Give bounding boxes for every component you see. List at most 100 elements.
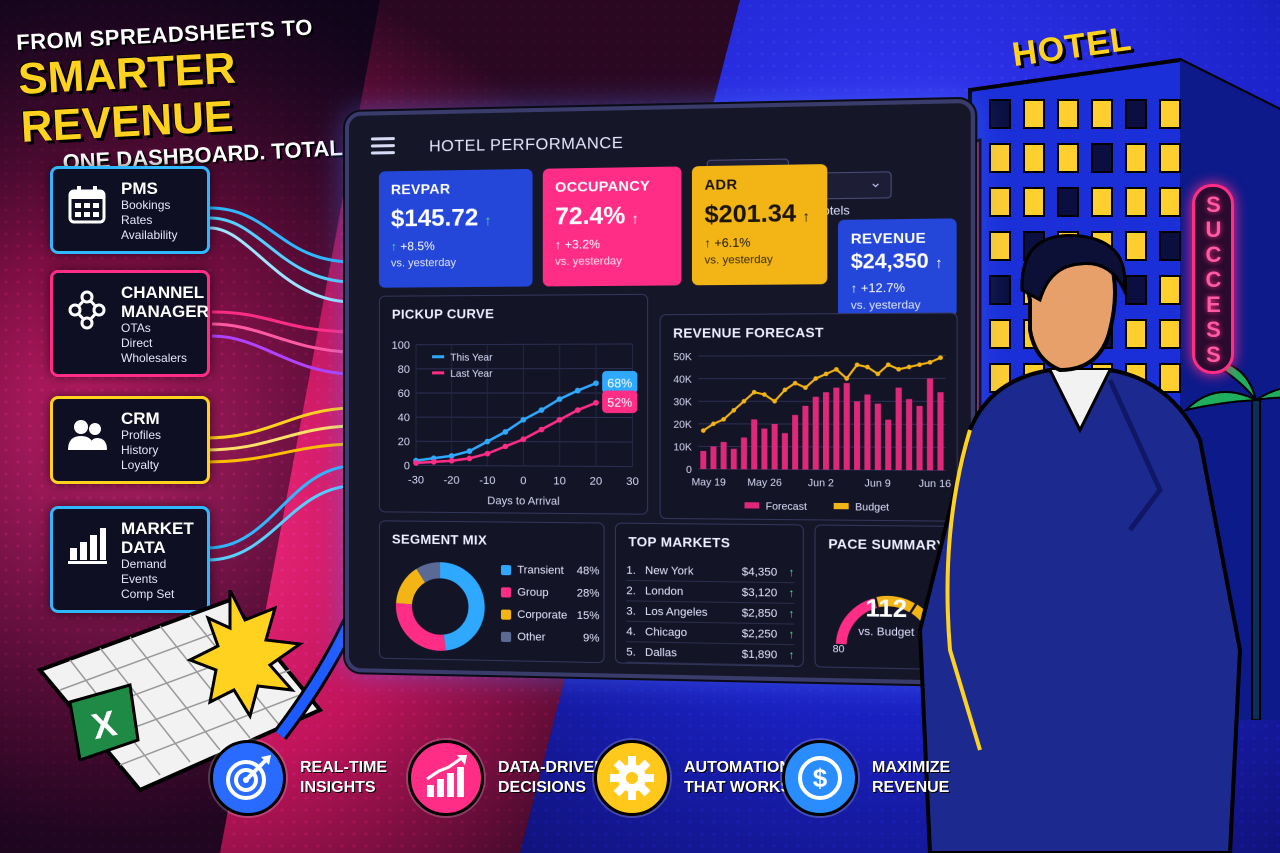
forecast-bar — [875, 404, 881, 470]
market-row[interactable]: 3. Los Angeles $2,850 ↑ — [626, 601, 794, 624]
y-tick-label: 0 — [404, 460, 410, 472]
source-card-pms: PMS Bookings Rates Availability — [50, 166, 210, 254]
end-label: 52% — [607, 396, 632, 410]
source-title: CRM — [121, 409, 199, 428]
arrow-up-icon: ↑ — [803, 208, 810, 225]
kpi-label: ADR — [705, 175, 815, 193]
hamburger-menu-icon[interactable] — [371, 137, 395, 153]
forecast-bar — [792, 415, 798, 470]
target-icon — [210, 740, 286, 816]
source-line: Bookings — [121, 198, 199, 213]
kpi-label: REVPAR — [391, 179, 520, 197]
kpi-change: ↑ +6.1% — [705, 235, 815, 251]
legend-swatch — [501, 587, 511, 597]
budget-point — [855, 363, 860, 368]
x-tick-label: 0 — [520, 475, 526, 487]
data-point — [539, 407, 545, 413]
gridline — [416, 465, 633, 466]
budget-point — [783, 388, 788, 393]
source-title: MARKET DATA — [121, 519, 199, 557]
legend-label: Corporate — [517, 609, 576, 622]
data-point — [413, 460, 419, 466]
y-tick-label: 20K — [673, 420, 692, 431]
feature-line-1: DATA-DRIVEN — [498, 758, 606, 778]
feature-data-driven-decisions: DATA-DRIVEN DECISIONS — [408, 740, 606, 816]
budget-point — [721, 417, 726, 422]
source-title: CHANNEL MANAGER — [121, 283, 199, 321]
donut-slice — [440, 570, 476, 643]
y-tick-label: 60 — [398, 388, 410, 400]
budget-point — [896, 367, 901, 372]
kpi-card-adr[interactable]: ADR $201.34 ↑ ↑ +6.1% vs. yesterday — [692, 164, 827, 285]
source-line: Direct — [121, 336, 199, 351]
forecast-bar — [823, 392, 829, 470]
budget-line — [703, 358, 940, 432]
y-tick-label: 40K — [673, 375, 692, 386]
budget-point — [813, 376, 818, 381]
y-tick-label: 10K — [673, 442, 692, 453]
forecast-bar — [731, 449, 737, 469]
x-tick-label: -30 — [408, 474, 424, 486]
budget-point — [762, 392, 767, 397]
kpi-compare: vs. yesterday — [555, 255, 669, 268]
source-line: Demand — [121, 557, 199, 572]
data-point — [539, 427, 545, 433]
legend-percent: 28% — [577, 587, 600, 600]
x-tick-label: 20 — [590, 475, 603, 487]
market-row[interactable]: 2. London $3,120 ↑ — [626, 581, 794, 604]
gridline — [416, 344, 633, 345]
arrow-up-icon: ↑ — [777, 566, 794, 579]
feature-line-1: REAL-TIME — [300, 758, 387, 778]
x-tick-label: May 19 — [692, 477, 727, 489]
budget-point — [824, 372, 829, 377]
source-line: Profiles — [121, 428, 199, 443]
gear-icon — [594, 740, 670, 816]
legend-swatch — [501, 632, 511, 642]
feature-line-2: REVENUE — [872, 778, 950, 798]
top-markets-panel: TOP MARKETS 1. New York $4,350 ↑ 2. London $3… — [615, 523, 804, 668]
x-tick-label: Jun 2 — [808, 478, 835, 490]
legend-label: Forecast — [766, 501, 808, 513]
segment-legend: Transient 48% Group 28% Corporate 15% Other 9% — [501, 559, 599, 650]
arrow-up-icon: ↑ — [705, 236, 715, 250]
budget-point — [844, 376, 849, 381]
budget-point — [875, 372, 880, 377]
y-tick-label: 50K — [673, 352, 692, 363]
data-point — [593, 400, 599, 406]
budget-point — [731, 408, 736, 413]
panel-title: PICKUP CURVE — [392, 306, 494, 322]
data-point — [575, 407, 581, 413]
arrow-up-icon: ↑ — [777, 649, 794, 662]
segment-mix-donut — [380, 521, 501, 662]
segment-mix-panel: SEGMENT MIX Transient 48% Group 28% Corporat… — [379, 520, 605, 663]
svg-text:$: $ — [813, 763, 828, 793]
network-icon — [65, 287, 109, 331]
feature-automation: AUTOMATION THAT WORKS — [594, 740, 791, 816]
market-row[interactable]: 5. Dallas $1,890 ↑ — [626, 642, 794, 666]
market-row[interactable]: 1. New York $4,350 ↑ — [626, 560, 794, 583]
feature-strip: REAL-TIME INSIGHTS DATA-DRIVEN DECISIONS A… — [210, 740, 970, 840]
legend-label: This Year — [450, 353, 493, 364]
kpi-card-revpar[interactable]: REVPAR $145.72 ↑ ↑ +8.5% vs. yesterday — [379, 169, 533, 288]
pace-min: 80 — [833, 644, 845, 656]
legend-label: Group — [517, 586, 576, 599]
budget-point — [752, 390, 757, 395]
forecast-bar — [741, 438, 747, 470]
kpi-card-occupancy[interactable]: OCCUPANCY 72.4% ↑ ↑ +3.2% vs. yesterday — [543, 166, 682, 286]
forecast-bar — [864, 394, 870, 469]
budget-point — [772, 399, 777, 404]
source-line: Loyalty — [121, 458, 199, 473]
arrow-up-icon: ↑ — [851, 281, 861, 296]
forecast-bar — [700, 451, 706, 469]
panel-title: TOP MARKETS — [628, 534, 730, 550]
legend-swatch — [501, 565, 511, 575]
source-card-crm: CRM Profiles History Loyalty — [50, 396, 210, 484]
legend-row: Corporate 15% — [501, 603, 599, 627]
feature-maximize-revenue: $ MAXIMIZE REVENUE — [782, 740, 950, 816]
source-line: Availability — [121, 228, 199, 243]
feature-line-2: DECISIONS — [498, 778, 606, 798]
legend-label: Budget — [855, 502, 889, 514]
x-axis-label: Days to Arrival — [487, 495, 559, 508]
kpi-compare: vs. yesterday — [391, 256, 520, 269]
source-line: Events — [121, 572, 199, 587]
